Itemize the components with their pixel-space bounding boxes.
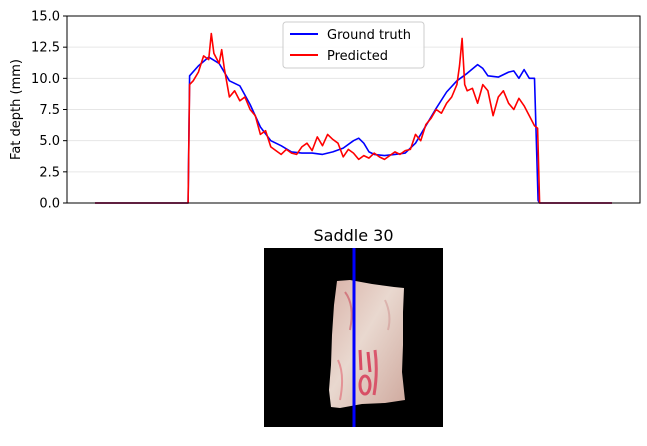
fat-streak [384,299,391,331]
meat-sample-image [329,280,405,408]
line-chart: 0.02.55.07.510.012.515.0 Fat depth (mm) … [9,10,641,212]
y-tick-label: 15.0 [31,10,60,25]
series-line-ground-truth [95,56,612,204]
meat-texture [337,291,391,401]
y-axis: 0.0 2.5 5.0 7.5 10.0 12.5 15.0 [31,10,67,212]
image-panel: Saddle 30 [264,226,443,427]
y-axis-label: Fat depth (mm) [9,59,24,160]
fat-streak [372,349,378,396]
legend: Ground truth Predicted [282,21,425,69]
y-tick-label: 7.5 [39,103,60,118]
fat-streak [358,349,363,371]
y-tick-label: 2.5 [39,165,60,180]
fat-blob [358,374,372,396]
y-tick-label: 5.0 [39,134,60,149]
series-line-predicted [95,32,612,204]
y-tick-label: 12.5 [31,41,60,56]
y-tick-label: 10.0 [31,72,60,87]
legend-label-ground-truth: Ground truth [327,28,411,43]
image-title: Saddle 30 [313,226,393,245]
legend-box [282,21,425,69]
legend-label-predicted: Predicted [327,49,388,64]
fat-streak [366,351,372,373]
fat-streak [344,291,353,331]
fat-streak [337,359,344,401]
y-tick-label: 0.0 [39,197,60,212]
series-layer [95,32,612,204]
